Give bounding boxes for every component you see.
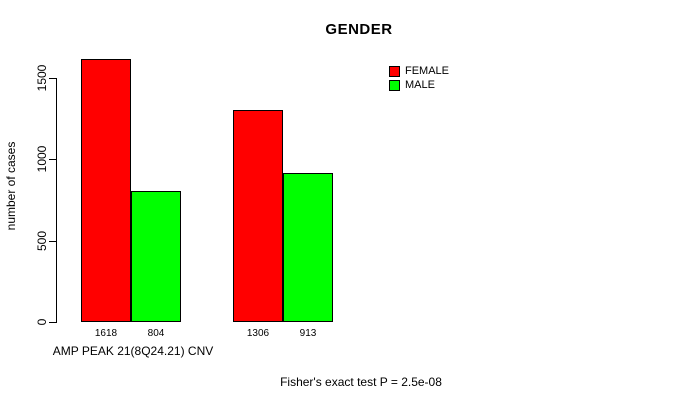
y-tick-label: 1500	[35, 64, 49, 92]
y-tick-label: 500	[35, 230, 49, 252]
bar-male-group2	[283, 173, 333, 322]
chart-title: GENDER	[325, 21, 393, 38]
bar-value-label: 1618	[94, 328, 118, 339]
legend-item-female: FEMALE	[389, 65, 449, 77]
female-color-swatch	[389, 65, 400, 77]
bar-male-group1	[131, 191, 181, 322]
legend-label-female: FEMALE	[405, 64, 450, 77]
legend-label-male: MALE	[405, 78, 435, 91]
y-tick-label: 1000	[35, 145, 49, 173]
bar-value-label: 804	[147, 328, 165, 339]
x-axis-label: AMP PEAK 21(8Q24.21) CNV	[52, 344, 214, 358]
y-tick-mark	[49, 241, 56, 242]
y-tick-mark	[49, 78, 56, 79]
y-tick-mark	[49, 322, 56, 323]
y-axis-line	[56, 78, 57, 323]
legend-item-male: MALE	[389, 79, 435, 91]
bar-female-group2	[233, 110, 283, 322]
fisher-test-annotation: Fisher's exact test P = 2.5e-08	[280, 375, 442, 389]
y-axis-label: number of cases	[4, 141, 18, 231]
bar-female-group1	[81, 59, 131, 322]
y-tick-label: 0	[35, 318, 49, 326]
bar-value-label: 913	[299, 328, 317, 339]
male-color-swatch	[389, 79, 400, 91]
bar-value-label: 1306	[246, 328, 270, 339]
y-tick-mark	[49, 159, 56, 160]
